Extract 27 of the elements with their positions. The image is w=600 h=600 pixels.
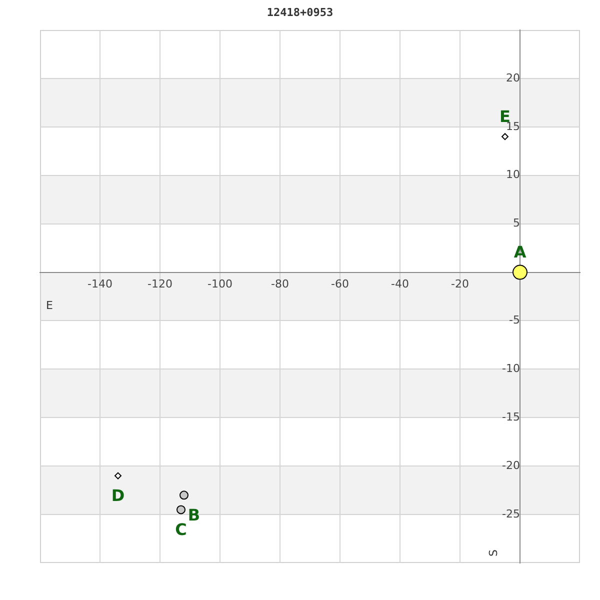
x-tick-label: -80 — [271, 278, 289, 291]
y-tick-label: -20 — [502, 458, 520, 472]
x-tick-label: -100 — [208, 278, 232, 291]
y-tick-label: -15 — [502, 410, 520, 424]
y-tick-label: -10 — [502, 362, 520, 376]
x-tick-label: -120 — [148, 278, 172, 291]
x-tick-label: -40 — [391, 278, 409, 291]
point — [176, 505, 186, 514]
chart-title: 12418+0953 — [266, 6, 334, 19]
annotation: A — [514, 242, 527, 262]
x-tick-label: -60 — [331, 278, 349, 291]
annotation: C — [175, 520, 187, 539]
point — [180, 490, 188, 500]
x-axis-title: E — [46, 299, 53, 312]
x-tick-label: -20 — [451, 278, 469, 291]
y-tick-label: 10 — [506, 168, 520, 182]
point — [114, 472, 122, 480]
y-tick-label: -25 — [502, 507, 520, 520]
point — [512, 264, 528, 280]
x-tick-label: -140 — [88, 278, 112, 291]
y-tick-label: 5 — [513, 216, 520, 230]
annotation: B — [188, 505, 200, 524]
y-axis-title: S — [486, 549, 500, 556]
point — [502, 133, 508, 140]
y-tick-label: -5 — [509, 314, 520, 327]
annotation: D — [111, 486, 125, 505]
y-tick-label: 20 — [506, 71, 520, 84]
